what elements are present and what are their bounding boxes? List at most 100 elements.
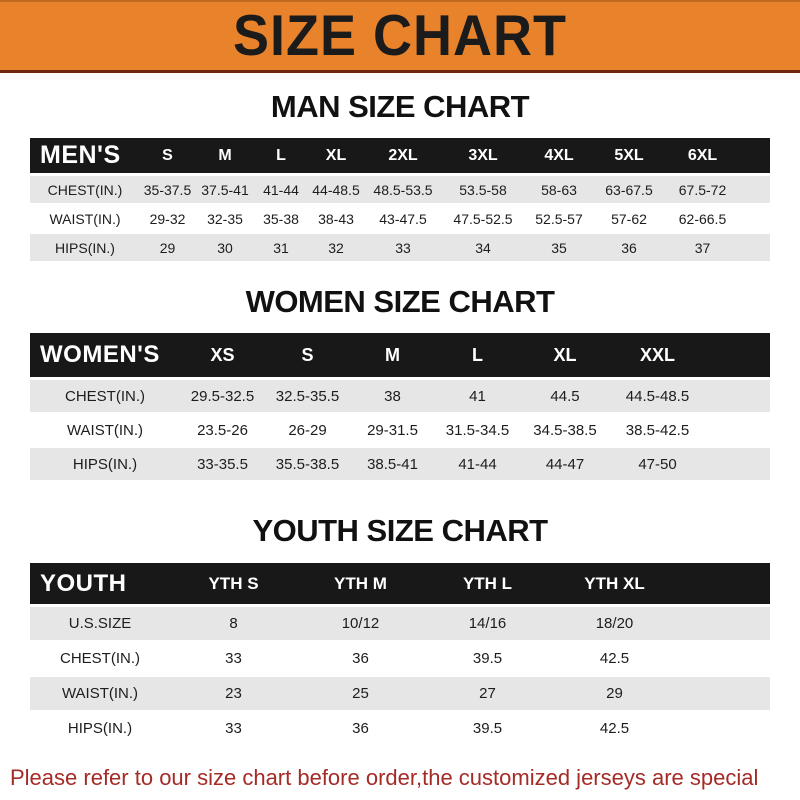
size-value: 32.5-35.5 [265, 378, 350, 414]
table-row: HIPS(IN.) 29 30 31 32 33 34 35 36 37 [30, 233, 770, 263]
column-header: YTH M [297, 563, 424, 607]
table-row: CHEST(IN.) 33 36 39.5 42.5 [30, 641, 770, 677]
row-label: HIPS(IN.) [30, 233, 140, 263]
spacer-cell [740, 233, 770, 263]
table-corner-label: WOMEN'S [30, 333, 180, 380]
size-value: 44-48.5 [307, 174, 365, 205]
spacer-cell [678, 605, 770, 642]
banner-title: SIZE CHART [233, 4, 567, 68]
size-value: 35-38 [255, 204, 307, 234]
column-header: 5XL [593, 138, 665, 176]
column-header: S [140, 138, 195, 176]
size-value: 32 [307, 233, 365, 263]
size-value: 58-63 [525, 174, 593, 205]
size-value: 27 [424, 676, 551, 712]
spacer-cell [678, 711, 770, 747]
row-label: CHEST(IN.) [30, 174, 140, 205]
table-row: HIPS(IN.) 33-35.5 35.5-38.5 38.5-41 41-44 44-… [30, 447, 770, 482]
size-value: 67.5-72 [665, 174, 740, 205]
table-row: WAIST(IN.) 29-32 32-35 35-38 38-43 43-47.5 47.… [30, 204, 770, 234]
size-chart-banner: SIZE CHART [0, 0, 800, 73]
size-value: 33 [170, 711, 297, 747]
table-corner-label: YOUTH [30, 563, 170, 607]
column-header: XL [520, 333, 610, 380]
table-header-row: MEN'S S M L XL 2XL 3XL 4XL 5XL 6XL [30, 138, 770, 176]
spacer-cell [705, 333, 770, 380]
size-value: 36 [593, 233, 665, 263]
size-value: 14/16 [424, 605, 551, 642]
table-row: WAIST(IN.) 23 25 27 29 [30, 676, 770, 712]
size-value: 29-31.5 [350, 413, 435, 448]
size-value: 38-43 [307, 204, 365, 234]
size-value: 43-47.5 [365, 204, 441, 234]
spacer-cell [705, 378, 770, 414]
size-value: 42.5 [551, 711, 678, 747]
size-value: 34 [441, 233, 525, 263]
size-value: 29-32 [140, 204, 195, 234]
size-value: 23.5-26 [180, 413, 265, 448]
column-header: 4XL [525, 138, 593, 176]
spacer-cell [678, 676, 770, 712]
size-value: 44-47 [520, 447, 610, 482]
footer-line-1: Please refer to our size chart before or… [10, 765, 759, 800]
size-value: 33-35.5 [180, 447, 265, 482]
spacer-cell [705, 447, 770, 482]
spacer-cell [678, 641, 770, 677]
table-row: HIPS(IN.) 33 36 39.5 42.5 [30, 711, 770, 747]
row-label: WAIST(IN.) [30, 413, 180, 448]
size-value: 47-50 [610, 447, 705, 482]
size-value: 36 [297, 641, 424, 677]
size-value: 32-35 [195, 204, 255, 234]
column-header: YTH XL [551, 563, 678, 607]
row-label: CHEST(IN.) [30, 378, 180, 414]
row-label: CHEST(IN.) [30, 641, 170, 677]
size-value: 38 [350, 378, 435, 414]
row-label: HIPS(IN.) [30, 711, 170, 747]
spacer-cell [705, 413, 770, 448]
column-header: L [435, 333, 520, 380]
mens-size-table: MEN'S S M L XL 2XL 3XL 4XL 5XL 6XL CHEST(IN.) 35-37… [30, 138, 770, 263]
column-header: YTH S [170, 563, 297, 607]
column-header: XL [307, 138, 365, 176]
column-header: YTH L [424, 563, 551, 607]
size-value: 36 [297, 711, 424, 747]
table-row: U.S.SIZE 8 10/12 14/16 18/20 [30, 605, 770, 642]
size-value: 25 [297, 676, 424, 712]
spacer-cell [678, 563, 770, 607]
youth-section-title: YOUTH SIZE CHART [252, 513, 548, 548]
size-value: 42.5 [551, 641, 678, 677]
size-value: 39.5 [424, 711, 551, 747]
size-value: 37 [665, 233, 740, 263]
size-value: 34.5-38.5 [520, 413, 610, 448]
size-value: 33 [365, 233, 441, 263]
row-label: U.S.SIZE [30, 605, 170, 642]
size-value: 44.5-48.5 [610, 378, 705, 414]
womens-size-table: WOMEN'S XS S M L XL XXL CHEST(IN.) 29.5-32.5 32.5… [30, 333, 770, 482]
man-size-section: MAN SIZE CHART MEN'S S M L XL 2XL 3XL 4XL 5XL 6XL… [0, 73, 800, 263]
row-label: WAIST(IN.) [30, 204, 140, 234]
table-corner-label: MEN'S [30, 138, 140, 176]
size-value: 29.5-32.5 [180, 378, 265, 414]
size-value: 29 [140, 233, 195, 263]
size-value: 39.5 [424, 641, 551, 677]
size-value: 41 [435, 378, 520, 414]
size-value: 38.5-42.5 [610, 413, 705, 448]
table-header-row: YOUTH YTH S YTH M YTH L YTH XL [30, 563, 770, 607]
size-value: 53.5-58 [441, 174, 525, 205]
column-header: M [195, 138, 255, 176]
spacer-cell [740, 138, 770, 176]
youth-size-section: YOUTH SIZE CHART YOUTH YTH S YTH M YTH L YTH… [0, 482, 800, 747]
women-section-title: WOMEN SIZE CHART [245, 284, 555, 319]
man-section-title: MAN SIZE CHART [270, 89, 530, 124]
size-value: 38.5-41 [350, 447, 435, 482]
size-value: 37.5-41 [195, 174, 255, 205]
table-row: WAIST(IN.) 23.5-26 26-29 29-31.5 31.5-34.5 34… [30, 413, 770, 448]
column-header: 2XL [365, 138, 441, 176]
size-value: 35 [525, 233, 593, 263]
spacer-cell [740, 174, 770, 205]
size-value: 8 [170, 605, 297, 642]
size-value: 31 [255, 233, 307, 263]
column-header: XS [180, 333, 265, 380]
column-header: L [255, 138, 307, 176]
size-value: 63-67.5 [593, 174, 665, 205]
